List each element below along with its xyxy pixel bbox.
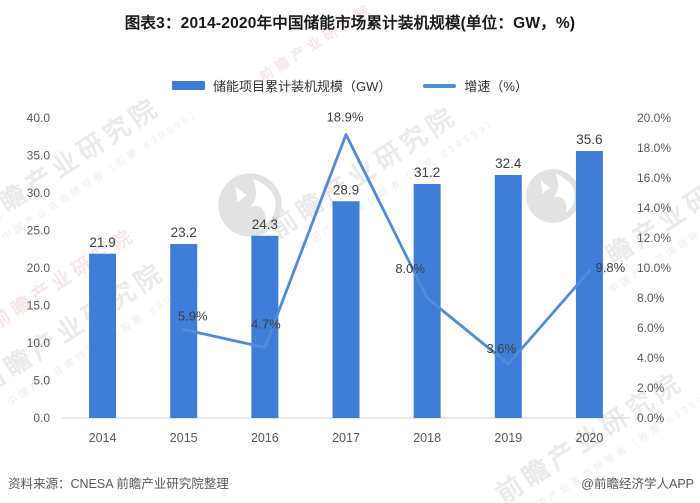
y-axis-left-tick: 30.0 <box>27 186 51 200</box>
legend-item-installed-capacity: 储能项目累计装机规模（GW） <box>172 76 391 95</box>
bar-2020 <box>575 151 603 418</box>
y-axis-left-tick: 15.0 <box>27 299 51 313</box>
y-axis-right-tick: 12.0% <box>637 231 671 245</box>
combo-chart: 0.0 5.0 10.0 15.0 20.0 25.0 30.0 35.0 40.0 0.0% 2.… <box>27 110 672 446</box>
legend-label: 增速（%） <box>464 79 528 94</box>
growth-point-label: 9.8% <box>596 260 626 275</box>
y-axis-left-tick: 10.0 <box>27 336 51 350</box>
growth-point-label: 8.0% <box>395 261 425 276</box>
footer: 资料来源：CNESA 前瞻产业研究院整理 @前瞻经济学人APP <box>0 473 700 492</box>
bar-value-label: 24.3 <box>252 217 278 232</box>
y-axis-right-tick: 20.0% <box>637 111 671 125</box>
bar-series-swatch-icon <box>172 81 206 90</box>
bar-value-label: 35.6 <box>576 132 602 147</box>
bar-value-label: 21.9 <box>89 235 115 250</box>
x-axis-label: 2019 <box>494 431 522 445</box>
bar-value-label: 31.2 <box>414 165 440 180</box>
growth-point-label: 3.6% <box>486 341 516 356</box>
y-axis-left-tick: 40.0 <box>27 111 51 125</box>
chart-legend: 储能项目累计装机规模（GW） 增速（%） <box>0 76 700 95</box>
x-axis-label: 2017 <box>332 431 360 445</box>
legend-label: 储能项目累计装机规模（GW） <box>213 79 392 94</box>
bar-value-label: 32.4 <box>495 156 522 171</box>
bar-2019 <box>494 175 522 418</box>
line-series-swatch-icon <box>423 83 457 88</box>
bar-2018 <box>413 184 441 418</box>
bar-2017 <box>332 201 360 418</box>
bar-value-label: 28.9 <box>333 182 359 197</box>
y-axis-right-tick: 10.0% <box>637 261 671 275</box>
y-axis-right-tick: 8.0% <box>637 291 665 305</box>
y-axis-right-tick: 0.0% <box>637 411 665 425</box>
y-axis-left-tick: 0.0 <box>33 411 50 425</box>
legend-item-growth-rate: 增速（%） <box>423 76 528 95</box>
y-axis-right-tick: 14.0% <box>637 201 671 215</box>
y-axis-left-tick: 5.0 <box>33 374 50 388</box>
x-axis-label: 2016 <box>251 431 279 445</box>
x-axis-label: 2018 <box>413 431 441 445</box>
credit-text: @前瞻经济学人APP <box>581 477 694 491</box>
x-axis-label: 2020 <box>576 431 604 445</box>
y-axis-left-tick: 35.0 <box>27 149 51 163</box>
y-axis-right-tick: 4.0% <box>637 351 665 365</box>
y-axis-right-tick: 2.0% <box>637 381 665 395</box>
bar-value-label: 23.2 <box>171 225 197 240</box>
bar-2014 <box>89 253 117 418</box>
y-axis-right-tick: 6.0% <box>637 321 665 335</box>
growth-point-label: 5.9% <box>178 309 208 324</box>
growth-point-label: 18.9% <box>327 110 364 125</box>
y-axis-left-tick: 20.0 <box>27 261 51 275</box>
growth-line <box>182 133 591 366</box>
chart-title: 图表3：2014-2020年中国储能市场累计装机规模(单位：GW，%) <box>124 15 576 32</box>
x-axis-label: 2014 <box>89 431 117 445</box>
y-axis-right-tick: 18.0% <box>637 141 671 155</box>
source-text: 资料来源：CNESA 前瞻产业研究院整理 <box>8 477 229 491</box>
growth-point-label: 4.7% <box>251 317 281 332</box>
x-axis-label: 2015 <box>170 431 198 445</box>
y-axis-left-tick: 25.0 <box>27 224 51 238</box>
y-axis-right-tick: 16.0% <box>637 171 671 185</box>
